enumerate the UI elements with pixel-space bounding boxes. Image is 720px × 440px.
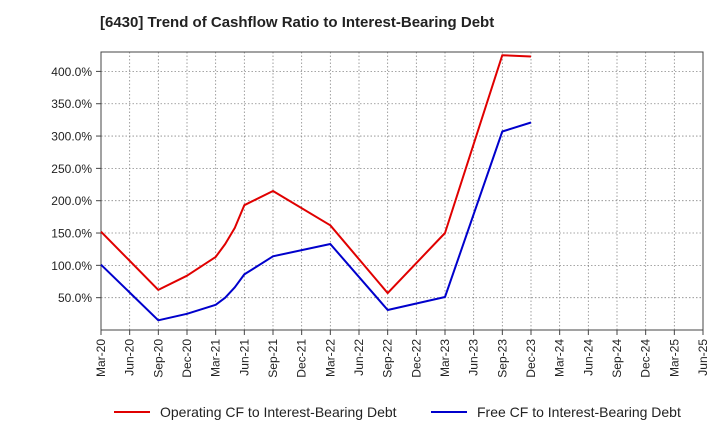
y-tick-label: 300.0% xyxy=(51,130,92,144)
axes xyxy=(96,51,704,335)
legend-item-operating-cf: Operating CF to Interest-Bearing Debt xyxy=(114,404,397,420)
series-line-operating-cf xyxy=(100,54,532,295)
x-tick-label: Jun-22 xyxy=(352,339,366,376)
x-tick-label: Sep-20 xyxy=(151,339,165,378)
y-tick-label: 100.0% xyxy=(51,259,92,273)
x-tick-label: Dec-21 xyxy=(295,339,309,378)
grid xyxy=(100,52,704,330)
legend-swatch-operating-cf xyxy=(114,411,150,413)
y-tick-label: 250.0% xyxy=(51,162,92,176)
x-tick-label: Mar-22 xyxy=(323,339,337,377)
x-tick-label: Sep-21 xyxy=(266,339,280,378)
x-tick-label: Sep-22 xyxy=(381,339,395,378)
x-tick-label: Dec-23 xyxy=(524,339,538,378)
x-tick-label: Mar-23 xyxy=(438,339,452,377)
series-lines xyxy=(100,54,532,322)
y-tick-label: 150.0% xyxy=(51,227,92,241)
line-chart: 50.0% 100.0% 150.0% 200.0% 250.0% 300.0% 350.0… xyxy=(51,51,710,378)
plot-frame xyxy=(100,51,704,331)
x-tick-label: Jun-23 xyxy=(467,339,481,376)
x-tick-label: Sep-23 xyxy=(495,339,509,378)
x-tick-label: Dec-22 xyxy=(409,339,423,378)
x-tick-label: Mar-21 xyxy=(209,339,223,377)
y-tick-label: 350.0% xyxy=(51,97,92,111)
y-tick-label: 50.0% xyxy=(58,291,92,305)
x-tick-label: Mar-25 xyxy=(667,339,681,377)
legend: Operating CF to Interest-Bearing Debt Fr… xyxy=(0,404,720,426)
x-tick-label: Jun-24 xyxy=(581,339,595,376)
legend-swatch-free-cf xyxy=(431,411,467,413)
legend-label-operating-cf: Operating CF to Interest-Bearing Debt xyxy=(160,404,397,420)
y-tick-label: 200.0% xyxy=(51,194,92,208)
chart-title: [6430] Trend of Cashflow Ratio to Intere… xyxy=(100,14,495,31)
legend-label-free-cf: Free CF to Interest-Bearing Debt xyxy=(477,404,681,420)
legend-item-free-cf: Free CF to Interest-Bearing Debt xyxy=(431,404,681,420)
x-tick-label: Dec-24 xyxy=(639,339,653,378)
x-tick-label: Mar-24 xyxy=(553,339,567,377)
x-tick-label: Jun-25 xyxy=(696,339,710,376)
x-tick-label: Mar-20 xyxy=(94,339,108,377)
x-tick-label: Jun-21 xyxy=(237,339,251,376)
x-tick-label: Sep-24 xyxy=(610,339,624,378)
tick-labels: 50.0% 100.0% 150.0% 200.0% 250.0% 300.0% 350.0… xyxy=(51,65,710,378)
series-line-free-cf xyxy=(100,121,532,322)
x-tick-label: Jun-20 xyxy=(123,339,137,376)
x-tick-label: Dec-20 xyxy=(180,339,194,378)
y-tick-label: 400.0% xyxy=(51,65,92,79)
